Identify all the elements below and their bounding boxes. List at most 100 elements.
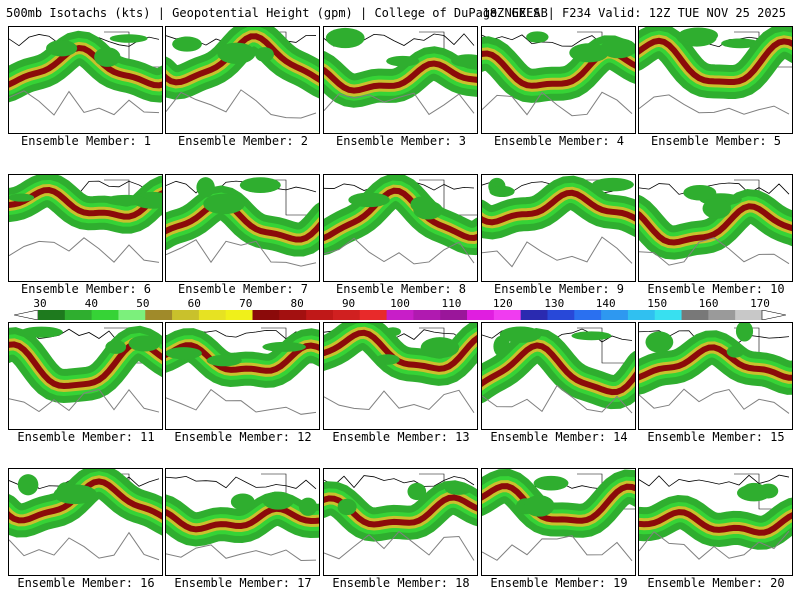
jet-core-80kt (324, 329, 477, 372)
wind-area (726, 345, 744, 358)
ensemble-member-label: Ensemble Member: 14 (490, 430, 628, 444)
colorbar-tick-label: 60 (187, 297, 201, 310)
colorbar-segment (198, 310, 227, 320)
wind-area (166, 347, 202, 360)
ensemble-member-label: Ensemble Member: 5 (650, 134, 782, 148)
colorbar-tick-label: 80 (290, 297, 304, 310)
wind-area (53, 484, 98, 505)
height-contour (639, 530, 790, 560)
colorbar-tick-label: 170 (750, 297, 770, 310)
coastline (639, 182, 790, 195)
wind-area (526, 31, 549, 43)
wind-area (678, 27, 719, 43)
wind-area (444, 482, 473, 495)
colorbar-segment (413, 310, 441, 320)
wind-area (94, 47, 121, 67)
isotach-map (482, 469, 635, 562)
isotach-map (482, 175, 635, 268)
ensemble-member-panel (165, 174, 320, 282)
height-contour (639, 237, 790, 266)
colorbar-segment (386, 310, 414, 320)
wind-area (591, 177, 634, 192)
coastline (166, 180, 317, 194)
height-contour (9, 388, 160, 413)
height-contour (9, 237, 160, 263)
ensemble-member-label: Ensemble Member: 1 (20, 134, 152, 148)
jet-core-80kt (324, 187, 477, 242)
ensemble-member-panel (323, 174, 478, 282)
wind-area (384, 327, 402, 337)
height-contour (324, 92, 475, 116)
colorbar-tick-label: 40 (84, 297, 99, 310)
ensemble-member-panel (323, 26, 478, 134)
wind-area (702, 198, 732, 219)
wind-area (533, 475, 569, 491)
colorbar-labels: 30 40 50 60 70 80 90 100 110 120 130 140 150 160 170 (0, 297, 800, 311)
wind-area (325, 27, 365, 49)
height-contour (482, 236, 633, 268)
ensemble-member-label: Ensemble Member: 8 (335, 282, 467, 296)
colorbar-segment (279, 310, 307, 320)
wind-area (600, 38, 635, 59)
wind-area (375, 354, 400, 365)
ensemble-member-label: Ensemble Member: 3 (335, 134, 467, 148)
isotach-map (324, 323, 477, 414)
colorbar-segment (681, 310, 709, 320)
wind-area (172, 36, 202, 52)
colorbar-segment (91, 310, 119, 320)
colorbar-segment (520, 310, 548, 320)
colorbar-tick-label: 50 (136, 297, 150, 310)
run-valid-time: 18Z GEFS | F234 Valid: 12Z TUE NOV 25 20… (482, 6, 786, 20)
colorbar-segment (601, 310, 629, 320)
wind-area (407, 482, 427, 501)
colorbar-left-arrow (14, 310, 39, 320)
colorbar-segment (440, 310, 468, 320)
ensemble-member-label: Ensemble Member: 7 (177, 282, 309, 296)
wind-area (410, 196, 433, 213)
colorbar-tick-label: 90 (341, 297, 356, 310)
ensemble-member-label: Ensemble Member: 19 (490, 576, 628, 590)
colorbar-tick-label: 140 (595, 297, 616, 310)
wind-area (523, 495, 555, 517)
height-contour (482, 91, 633, 117)
ensemble-member-panel (638, 174, 793, 282)
ensemble-member-panel (481, 322, 636, 430)
colorbar-tick-label: 30 (33, 297, 47, 310)
wind-area (721, 38, 760, 49)
ensemble-member-panel (8, 174, 163, 282)
wind-area (569, 43, 609, 63)
isotach-map (639, 323, 792, 414)
isotach-map (482, 31, 635, 117)
height-contour (166, 239, 317, 267)
isotach-map (639, 473, 792, 560)
ensemble-member-label: Ensemble Member: 20 (647, 576, 785, 590)
height-contour (639, 388, 790, 414)
colorbar-segment (547, 310, 575, 320)
isotach-map (166, 177, 319, 267)
colorbar-tick-label: 100 (390, 297, 410, 310)
ensemble-member-panel (8, 468, 163, 576)
wind-area (489, 185, 515, 198)
colorbar-segment (708, 310, 736, 320)
isotach-map (324, 175, 477, 265)
ensemble-member-panel (8, 26, 163, 134)
jet-core-80kt (324, 60, 477, 94)
wind-area (683, 184, 717, 201)
ensemble-member-panel (165, 26, 320, 134)
ensemble-member-label: Ensemble Member: 10 (647, 282, 785, 296)
wind-area (735, 323, 754, 342)
isotach-map (9, 30, 162, 116)
height-contour (9, 531, 160, 561)
wind-area (262, 491, 294, 510)
isotach-map (166, 473, 319, 561)
colorbar-segment (252, 310, 280, 320)
wind-area (203, 193, 245, 215)
coastline (166, 475, 317, 490)
isotach-map (482, 326, 635, 414)
wind-area (217, 42, 256, 64)
ensemble-member-panel (323, 468, 478, 576)
wind-area (386, 55, 420, 67)
colorbar-segment (735, 310, 763, 320)
ensemble-member-label: Ensemble Member: 13 (332, 430, 470, 444)
wind-area (736, 484, 771, 502)
